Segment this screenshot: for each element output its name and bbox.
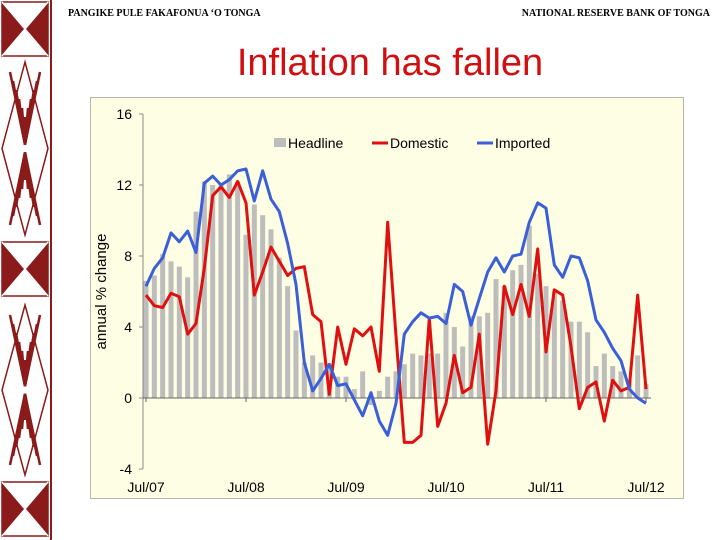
y-tick-label: -4 (120, 461, 133, 477)
pattern-diamond (1, 59, 49, 238)
header-right: NATIONAL RESERVE BANK OF TONGA (521, 8, 710, 19)
headline-bar (535, 273, 541, 398)
x-tick-label: Jul/08 (227, 479, 265, 495)
headline-bar (518, 264, 524, 398)
inflation-chart: -4 0 4 8 12 16 annual % change Jul/07 Jul/08 Jul/… (93, 106, 665, 495)
headline-bar (468, 316, 474, 398)
headline-bar (618, 371, 624, 398)
headline-bar (193, 211, 199, 398)
imported-line (144, 167, 647, 437)
headline-bar (268, 229, 274, 398)
headline-bar (385, 376, 391, 398)
headline-bar (260, 215, 266, 398)
legend: Headline Domestic Imported (274, 135, 550, 151)
headline-bar (401, 364, 407, 398)
headline-bar (485, 312, 491, 398)
headline-bar (551, 291, 557, 398)
y-tick-label: 4 (124, 319, 132, 335)
headline-bar (168, 261, 174, 398)
headline-bar (243, 234, 249, 398)
headline-bar (510, 270, 516, 398)
headline-bar (326, 364, 332, 398)
headline-bar (493, 279, 499, 398)
headline-bar (301, 362, 307, 398)
pattern-diamond (1, 302, 49, 478)
domestic-line (144, 180, 648, 446)
y-tick-label: 16 (116, 106, 132, 122)
headline-bar (185, 277, 191, 398)
headline-bar (460, 346, 466, 398)
x-tick-label: Jul/10 (427, 479, 465, 495)
pattern-lines (1, 1, 49, 57)
headline-bar (235, 181, 241, 398)
headline-bar (218, 185, 224, 398)
pattern-lines (1, 241, 49, 297)
headline-bar (351, 389, 357, 398)
headline-bar (293, 330, 299, 398)
headline-bar (335, 376, 341, 398)
headline-bar (276, 257, 282, 398)
headline-bar (476, 316, 482, 398)
headline-bar (435, 353, 441, 398)
y-axis-label: annual % change (93, 234, 110, 350)
headline-bar (568, 321, 574, 398)
headline-bar (443, 312, 449, 398)
headline-bar (426, 353, 432, 398)
headline-bar (151, 275, 157, 398)
headline-bar (310, 355, 316, 398)
headline-bar (410, 353, 416, 398)
headline-bar (226, 174, 232, 398)
legend-domestic-label: Domestic (390, 135, 448, 151)
headline-bar (143, 280, 149, 398)
header-left: PANGIKE PULE FAKAFONUA ‘O TONGA (68, 8, 261, 19)
headline-bar (176, 266, 182, 398)
headline-bar (201, 181, 207, 398)
headline-bar (501, 286, 507, 398)
legend-headline-swatch (274, 138, 286, 147)
headline-bar (560, 300, 566, 398)
headline-bar (585, 332, 591, 398)
y-tick-label: 8 (124, 248, 132, 264)
x-tick-label: Jul/07 (127, 479, 165, 495)
x-tick-label: Jul/11 (528, 479, 565, 495)
pattern-lines (1, 481, 49, 537)
headline-bar (418, 355, 424, 398)
headline-bar (376, 390, 382, 398)
headline-bar (343, 376, 349, 398)
headline-bar (360, 371, 366, 398)
headline-bar (601, 353, 607, 398)
legend-headline-label: Headline (288, 135, 343, 151)
tongan-pattern-border (1, 0, 52, 540)
headline-bar (160, 254, 166, 398)
x-tick-label: Jul/09 (327, 479, 365, 495)
headline-bar (285, 286, 291, 398)
y-tick-label: 12 (116, 177, 132, 193)
headline-bar (643, 383, 649, 398)
headline-bar (393, 371, 399, 398)
headline-bar (210, 185, 216, 398)
legend-imported-label: Imported (495, 135, 550, 151)
headline-bar (251, 204, 257, 398)
headline-bar (368, 398, 374, 406)
x-tick-label: Jul/12 (627, 479, 665, 495)
headline-bar (576, 321, 582, 398)
chart-area: -4 0 4 8 12 16 annual % change Jul/07 Jul/08 Jul/… (90, 97, 684, 499)
headline-bar (635, 355, 641, 398)
slide-title: Inflation has fallen (236, 42, 544, 84)
y-tick-label: 0 (124, 390, 132, 406)
